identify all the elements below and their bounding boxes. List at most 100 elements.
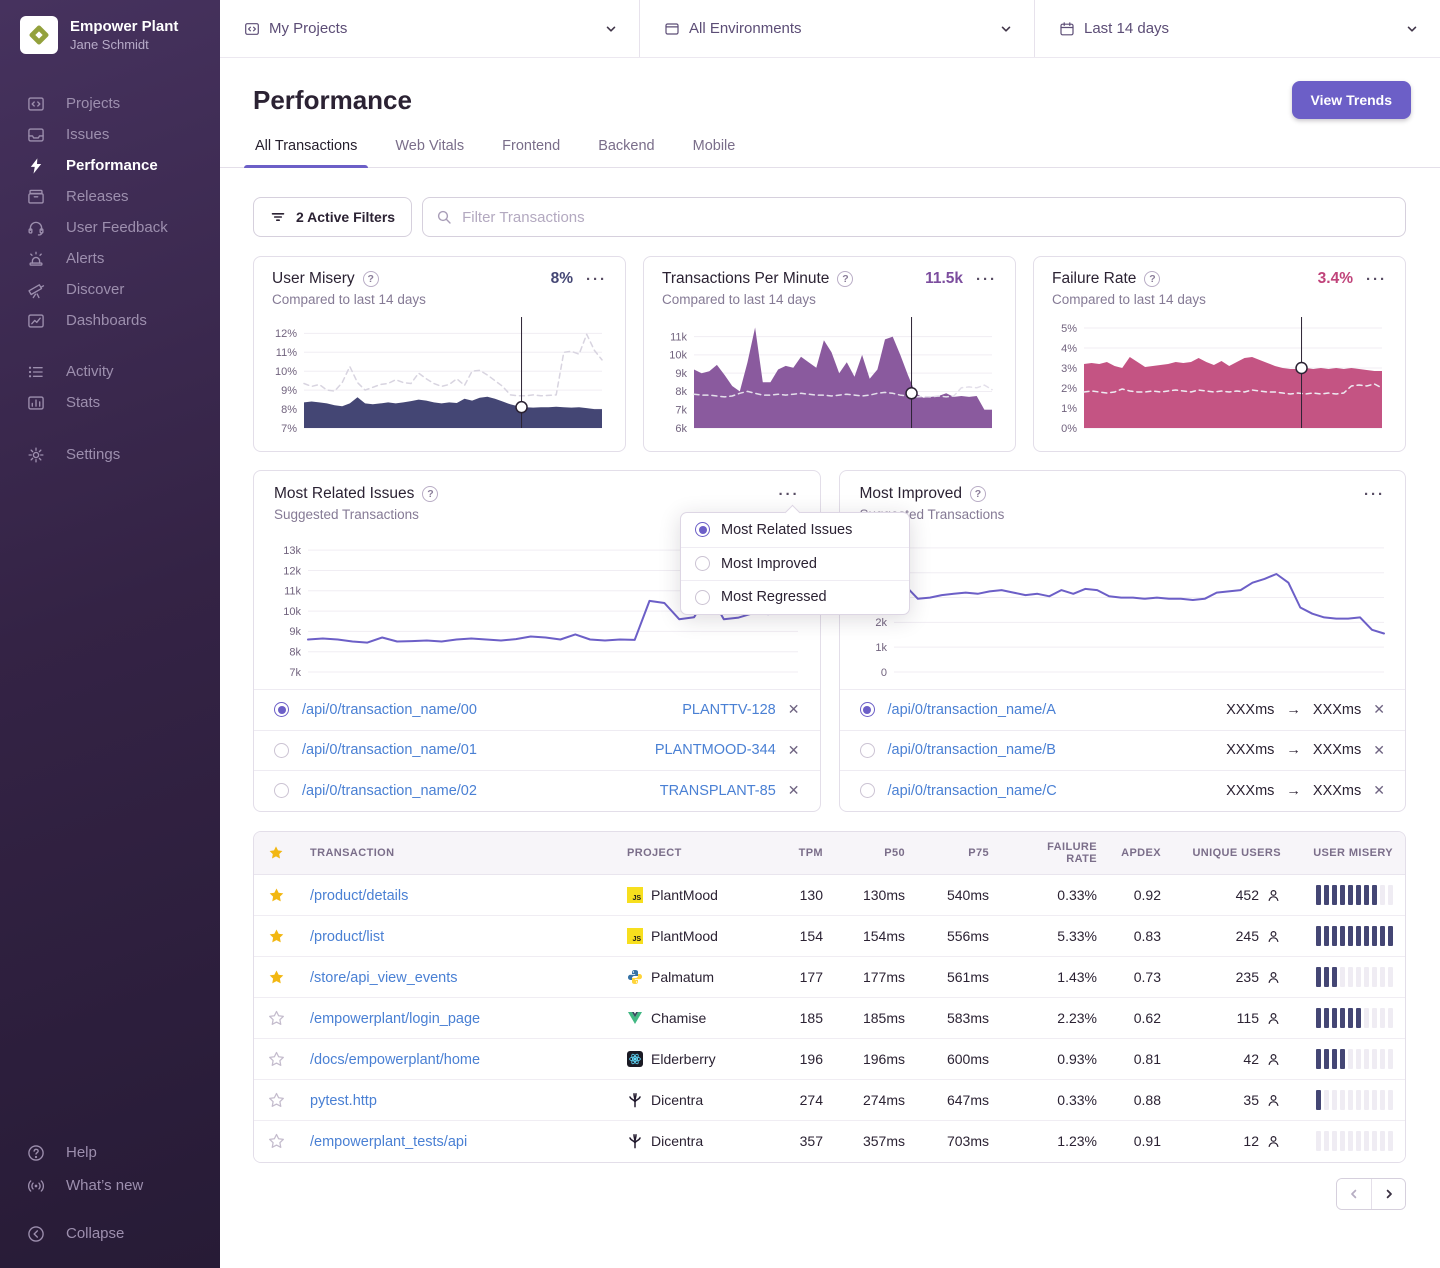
sidebar-item-user-feedback[interactable]: User Feedback: [27, 212, 220, 243]
radio-button[interactable]: [274, 783, 289, 798]
search-input[interactable]: [462, 209, 1392, 226]
issue-link[interactable]: TRANSPLANT-85: [660, 783, 776, 799]
transaction-link[interactable]: pytest.http: [310, 1093, 377, 1109]
sidebar-item-settings[interactable]: Settings: [27, 439, 220, 470]
transaction-link[interactable]: /api/0/transaction_name/02: [302, 783, 477, 799]
menu-option-most-regressed[interactable]: Most Regressed: [681, 580, 909, 614]
star-icon[interactable]: [268, 928, 285, 945]
p50-value: 274ms: [835, 1080, 917, 1121]
misery-bar: [1380, 1008, 1385, 1028]
user-icon: [1266, 888, 1281, 903]
help-icon[interactable]: ?: [1144, 271, 1160, 287]
p75-value: 583ms: [917, 998, 1001, 1039]
issue-link[interactable]: PLANTTV-128: [682, 702, 776, 718]
menu-option-most-related-issues[interactable]: Most Related Issues: [681, 513, 909, 547]
date-range-selector[interactable]: Last 14 days: [1035, 0, 1440, 57]
transaction-link[interactable]: /empowerplant_tests/api: [310, 1134, 467, 1150]
transaction-link[interactable]: /api/0/transaction_name/00: [302, 702, 477, 718]
tab-backend[interactable]: Backend: [596, 138, 656, 167]
sidebar-collapse-button[interactable]: Collapse: [27, 1217, 220, 1250]
card-title: User Misery: [272, 270, 355, 288]
star-icon[interactable]: [268, 887, 285, 904]
help-icon[interactable]: ?: [363, 271, 379, 287]
sidebar-item-performance[interactable]: Performance: [27, 150, 220, 181]
transaction-link[interactable]: /store/api_view_events: [310, 970, 458, 986]
tab-all-transactions[interactable]: All Transactions: [253, 138, 359, 167]
sidebar-item-help[interactable]: Help: [27, 1136, 220, 1169]
transaction-link[interactable]: /api/0/transaction_name/B: [888, 742, 1056, 758]
user-misery-bars: [1316, 1090, 1393, 1110]
view-trends-button[interactable]: View Trends: [1292, 81, 1411, 119]
window-icon: [664, 21, 680, 37]
transaction-link[interactable]: /api/0/transaction_name/A: [888, 702, 1056, 718]
user-misery-chart[interactable]: 12%11%10%9%8%7%: [272, 314, 605, 436]
context-menu-icon[interactable]: ···: [1366, 272, 1387, 287]
close-icon[interactable]: ✕: [1373, 782, 1385, 799]
star-outline-icon[interactable]: [268, 1133, 285, 1150]
transaction-link[interactable]: /empowerplant/login_page: [310, 1011, 480, 1027]
misery-bar: [1372, 885, 1377, 905]
sidebar-item-projects[interactable]: Projects: [27, 88, 220, 119]
most-improved-chart[interactable]: 2k1k0: [860, 530, 1387, 680]
tpm-chart[interactable]: 11k10k9k8k7k6k: [662, 314, 995, 436]
radio-button[interactable]: [274, 702, 289, 717]
failure-rate-chart[interactable]: 5%4%3%2%1%0%: [1052, 314, 1385, 436]
svg-text:3%: 3%: [1061, 363, 1077, 375]
next-page-button[interactable]: [1371, 1179, 1405, 1209]
sidebar-item-releases[interactable]: Releases: [27, 181, 220, 212]
radio-button[interactable]: [274, 743, 289, 758]
sidebar-item-dashboards[interactable]: Dashboards: [27, 305, 220, 336]
misery-bar: [1332, 885, 1337, 905]
close-icon[interactable]: ✕: [1373, 701, 1385, 718]
tab-web-vitals[interactable]: Web Vitals: [393, 138, 466, 167]
transaction-link[interactable]: /product/details: [310, 888, 408, 904]
card-value: 3.4%: [1318, 270, 1353, 288]
panel-most-improved: Most Improved? ··· Suggested Transaction…: [839, 470, 1407, 812]
sidebar-item-whats-new[interactable]: What’s new: [27, 1169, 220, 1202]
context-menu-icon[interactable]: ···: [779, 487, 800, 502]
transaction-link[interactable]: /api/0/transaction_name/01: [302, 742, 477, 758]
close-icon[interactable]: ✕: [788, 701, 800, 718]
sidebar-item-stats[interactable]: Stats: [27, 387, 220, 418]
context-menu-icon[interactable]: ···: [1364, 487, 1385, 502]
previous-page-button[interactable]: [1337, 1179, 1371, 1209]
radio-button[interactable]: [860, 783, 875, 798]
issue-link[interactable]: PLANTMOOD-344: [655, 742, 776, 758]
context-menu-icon[interactable]: ···: [976, 272, 997, 287]
panel-subtitle: Suggested Transactions: [840, 507, 1406, 522]
sidebar-item-discover[interactable]: Discover: [27, 274, 220, 305]
project-name: Palmatum: [651, 969, 714, 985]
context-menu-icon[interactable]: ···: [586, 272, 607, 287]
radio-button[interactable]: [860, 702, 875, 717]
list-item: /api/0/transaction_name/02 TRANSPLANT-85…: [254, 770, 820, 811]
tab-mobile[interactable]: Mobile: [691, 138, 738, 167]
active-filters-button[interactable]: 2 Active Filters: [253, 197, 412, 237]
environment-selector[interactable]: All Environments: [640, 0, 1035, 57]
star-outline-icon[interactable]: [268, 1010, 285, 1027]
p50-value: 357ms: [835, 1121, 917, 1162]
project-name: Chamise: [651, 1010, 706, 1026]
svg-text:11k: 11k: [284, 586, 301, 598]
star-outline-icon[interactable]: [268, 1092, 285, 1109]
transaction-link[interactable]: /api/0/transaction_name/C: [888, 783, 1057, 799]
sidebar-item-issues[interactable]: Issues: [27, 119, 220, 150]
star-outline-icon[interactable]: [268, 1051, 285, 1068]
menu-option-most-improved[interactable]: Most Improved: [681, 547, 909, 581]
sidebar-item-alerts[interactable]: Alerts: [27, 243, 220, 274]
help-icon[interactable]: ?: [837, 271, 853, 287]
help-icon[interactable]: ?: [422, 486, 438, 502]
star-icon[interactable]: [268, 969, 285, 986]
sidebar-item-activity[interactable]: Activity: [27, 356, 220, 387]
close-icon[interactable]: ✕: [1373, 742, 1385, 759]
help-icon[interactable]: ?: [970, 486, 986, 502]
radio-button[interactable]: [860, 743, 875, 758]
misery-bar: [1316, 967, 1321, 987]
org-switcher[interactable]: Empower Plant Jane Schmidt: [0, 0, 220, 54]
tab-frontend[interactable]: Frontend: [500, 138, 562, 167]
transaction-link[interactable]: /product/list: [310, 929, 384, 945]
project-selector[interactable]: My Projects: [220, 0, 640, 57]
close-icon[interactable]: ✕: [788, 742, 800, 759]
transaction-link[interactable]: /docs/empowerplant/home: [310, 1052, 480, 1068]
close-icon[interactable]: ✕: [788, 782, 800, 799]
misery-bar: [1324, 926, 1329, 946]
